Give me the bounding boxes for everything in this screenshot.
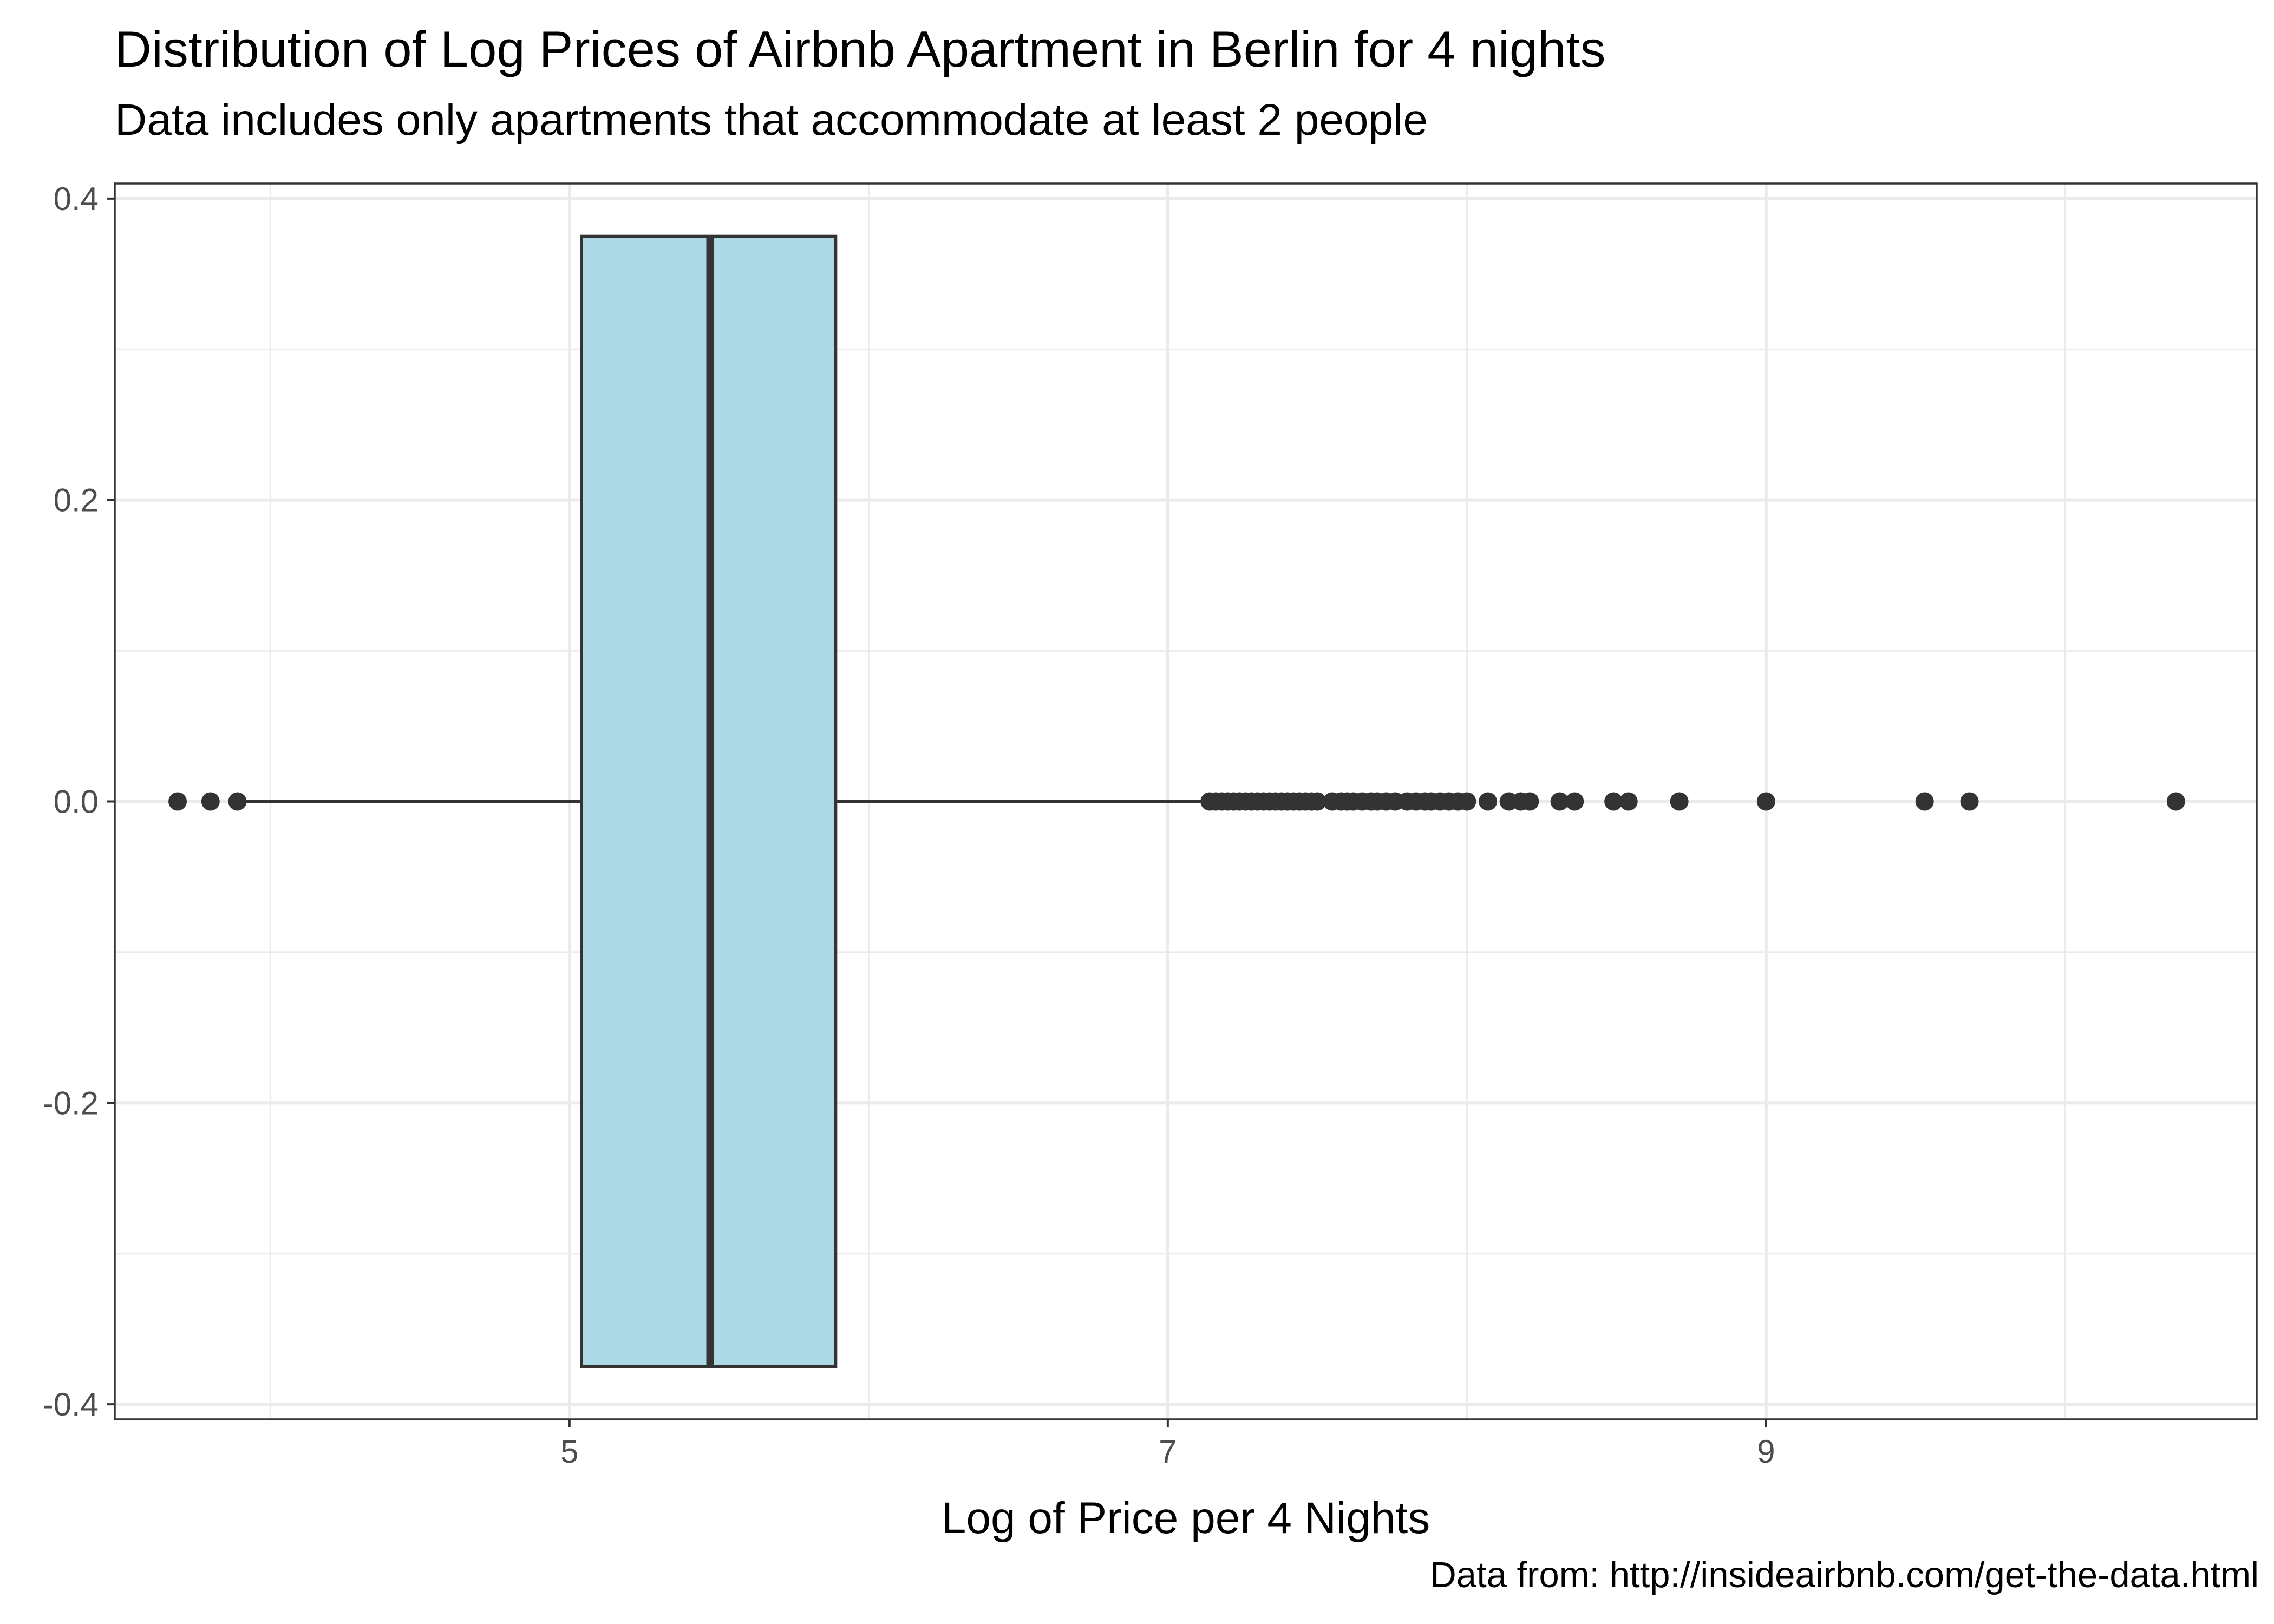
outlier-point xyxy=(1458,792,1476,811)
outlier-point xyxy=(1670,792,1689,811)
outlier-points xyxy=(168,792,2185,811)
outlier-point xyxy=(2166,792,2185,811)
chart-caption: Data from: http://insideairbnb.com/get-t… xyxy=(1430,1555,2259,1595)
outlier-point xyxy=(1308,792,1327,811)
y-tick-label: 0.2 xyxy=(54,482,99,519)
outlier-point xyxy=(1520,792,1539,811)
outlier-point xyxy=(1604,792,1623,811)
axes: -0.4 -0.2 0.0 0.2 0.4 5 7 9 xyxy=(43,181,1775,1470)
y-tick-label: -0.2 xyxy=(43,1085,99,1121)
outlier-point xyxy=(1915,792,1934,811)
chart-subtitle: Data includes only apartments that accom… xyxy=(115,95,1428,145)
x-axis-title: Log of Price per 4 Nights xyxy=(942,1494,1430,1543)
y-tick-label: -0.4 xyxy=(43,1386,99,1423)
x-tick-label: 9 xyxy=(1757,1433,1775,1470)
x-tick-label: 7 xyxy=(1159,1433,1177,1470)
x-tick-label: 5 xyxy=(560,1433,578,1470)
y-tick-label: 0.0 xyxy=(54,784,99,820)
outlier-point xyxy=(1756,792,1775,811)
chart-title: Distribution of Log Prices of Airbnb Apa… xyxy=(115,21,1606,77)
outlier-point xyxy=(1479,792,1498,811)
box-layer xyxy=(580,234,838,1368)
y-tick-label: 0.4 xyxy=(54,181,99,217)
outlier-point xyxy=(168,792,187,811)
outlier-point xyxy=(1960,792,1979,811)
outlier-point xyxy=(228,792,247,811)
outlier-point xyxy=(201,792,220,811)
outlier-point xyxy=(1565,792,1584,811)
outlier-point xyxy=(1619,792,1638,811)
outlier-point xyxy=(1550,792,1569,811)
grid-lines xyxy=(115,184,2257,1419)
